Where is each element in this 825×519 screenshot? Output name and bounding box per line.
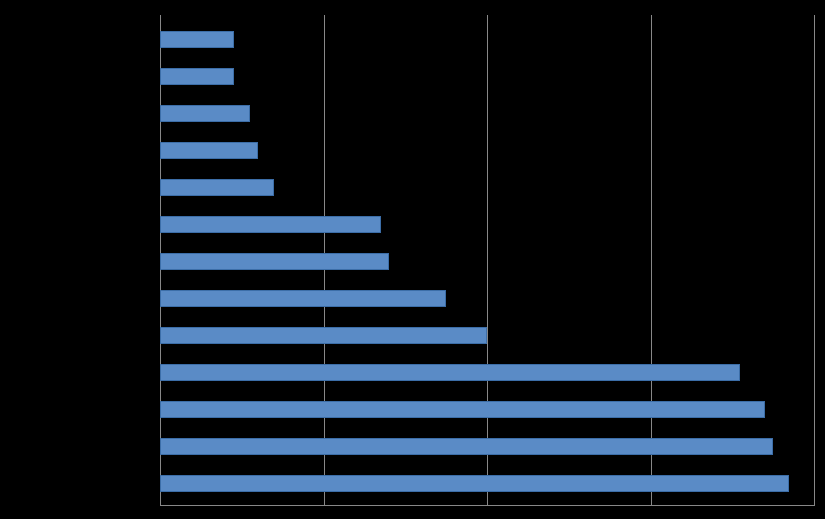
chart-plot-area <box>160 15 814 506</box>
bar <box>160 364 740 381</box>
bar <box>160 105 250 122</box>
x-axis-line <box>160 505 814 506</box>
bar <box>160 142 258 159</box>
bar <box>160 253 389 270</box>
bar <box>160 438 773 455</box>
bar <box>160 31 234 48</box>
bar <box>160 290 446 307</box>
bar <box>160 216 381 233</box>
bar <box>160 327 487 344</box>
x-gridline <box>487 15 488 506</box>
bar <box>160 475 789 492</box>
bar <box>160 68 234 85</box>
bar <box>160 179 274 196</box>
x-gridline <box>651 15 652 506</box>
bar <box>160 401 765 418</box>
x-gridline <box>814 15 815 506</box>
